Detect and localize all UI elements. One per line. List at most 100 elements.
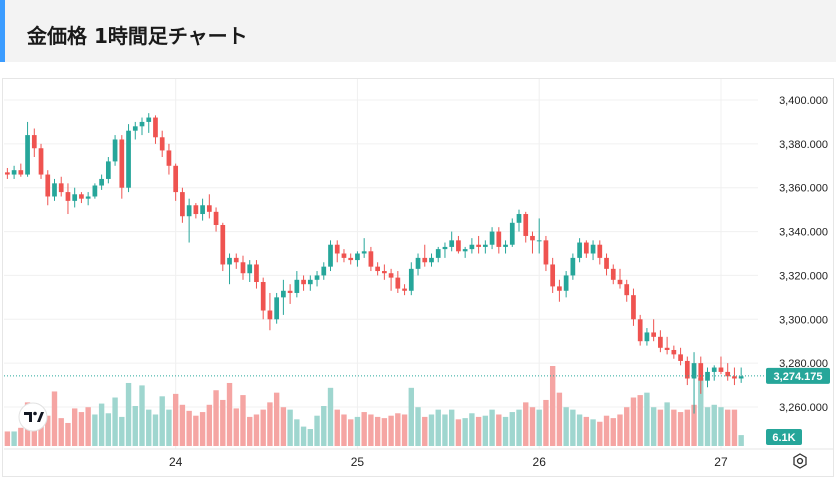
candle-body xyxy=(482,244,488,247)
price-axis[interactable]: 3,260.000 3,280.000 3,300.000 3,320.000 3,34… xyxy=(779,95,828,414)
candle-body xyxy=(563,275,569,291)
volume-bar xyxy=(139,385,145,446)
volume-bar xyxy=(186,410,192,446)
candle-body xyxy=(301,279,306,285)
candle-body xyxy=(254,264,259,283)
candle-body xyxy=(132,126,138,131)
time-tick-label: 26 xyxy=(533,455,547,469)
candle-body xyxy=(166,150,172,166)
volume-bar xyxy=(516,409,522,446)
candle-body xyxy=(408,268,414,291)
candle-body xyxy=(718,367,724,372)
candle-body xyxy=(52,183,57,197)
candle-body xyxy=(543,240,549,265)
candle-body xyxy=(31,135,37,149)
price-tick-label: 3,280.000 xyxy=(779,358,828,370)
candle-body xyxy=(610,268,616,280)
volume-bar xyxy=(523,402,529,446)
candle-body xyxy=(435,249,441,258)
volume-bar xyxy=(193,415,199,446)
volume-bar xyxy=(179,404,186,446)
volume-bar xyxy=(159,396,165,446)
candle-body xyxy=(274,297,280,320)
candle-body xyxy=(18,170,24,175)
candle-body xyxy=(233,257,239,263)
tradingview-logo-icon[interactable] xyxy=(18,402,48,432)
candle-body xyxy=(375,266,380,272)
volume-bar xyxy=(529,407,536,446)
volume-bar xyxy=(691,404,697,446)
volume-bar xyxy=(334,409,340,446)
candle-body xyxy=(85,196,91,199)
volume-bar xyxy=(247,416,253,446)
volume-bar xyxy=(671,409,677,446)
candle-body xyxy=(496,231,502,247)
candle-body xyxy=(281,290,286,298)
volume-bar xyxy=(469,413,475,446)
candle-body xyxy=(355,253,360,261)
volume-bar xyxy=(146,409,152,446)
volume-bar xyxy=(496,414,502,446)
candle-body xyxy=(99,178,104,186)
candle-body xyxy=(711,367,717,372)
volume-bar xyxy=(273,392,280,446)
volume-bar xyxy=(92,414,98,446)
settings-gear-icon[interactable] xyxy=(793,453,807,469)
price-tick-label: 3,260.000 xyxy=(779,402,828,414)
candle-body xyxy=(664,347,670,350)
volume-bar xyxy=(294,419,300,446)
volume-bar xyxy=(543,399,549,446)
candle-body xyxy=(402,288,407,291)
time-tick-label: 24 xyxy=(169,455,183,469)
candle-body xyxy=(213,211,219,225)
candle-body xyxy=(5,172,10,175)
volume-bar xyxy=(287,409,293,446)
volume-bar xyxy=(408,387,414,446)
volume-bar xyxy=(152,414,159,446)
candle-body xyxy=(732,376,737,379)
volume-bars xyxy=(4,366,744,446)
price-tick-label: 3,300.000 xyxy=(779,314,828,326)
volume-bar xyxy=(213,390,219,446)
volume-bar xyxy=(597,421,603,446)
candle-body xyxy=(644,332,650,342)
volume-bar xyxy=(664,402,670,446)
price-tick-label: 3,320.000 xyxy=(779,270,828,282)
time-axis[interactable]: 2425262728 xyxy=(169,455,836,469)
volume-bar xyxy=(590,419,596,446)
volume-bar xyxy=(624,407,630,446)
candle-body xyxy=(92,185,98,197)
candle-body xyxy=(348,257,354,261)
candle-body xyxy=(341,253,347,258)
candle-body xyxy=(220,224,226,265)
price-candles xyxy=(5,113,744,414)
volume-bar xyxy=(374,416,381,446)
candle-body xyxy=(159,137,165,151)
volume-bar xyxy=(300,426,307,446)
volume-bar xyxy=(348,419,354,446)
candle-body xyxy=(72,194,78,201)
volume-bar xyxy=(58,418,64,446)
volume-bar xyxy=(354,416,361,446)
candle-body xyxy=(382,271,387,274)
candle-body xyxy=(509,222,515,245)
volume-bar xyxy=(718,407,724,446)
volume-bar xyxy=(630,397,637,446)
last-volume-label: 6.1K xyxy=(772,432,795,444)
candle-body xyxy=(503,244,508,247)
time-tick-label: 25 xyxy=(351,455,365,469)
candle-body xyxy=(11,170,17,175)
volume-bar xyxy=(260,409,266,446)
volume-bar xyxy=(31,429,37,446)
candle-body xyxy=(227,257,232,265)
volume-bar xyxy=(502,416,509,446)
candle-body xyxy=(725,371,731,377)
volume-bar xyxy=(166,409,172,446)
candle-body xyxy=(173,165,179,193)
candle-body xyxy=(557,286,562,291)
candle-body xyxy=(456,240,461,252)
candle-body xyxy=(637,319,643,342)
volume-bar xyxy=(307,429,314,446)
candle-body xyxy=(705,371,710,381)
